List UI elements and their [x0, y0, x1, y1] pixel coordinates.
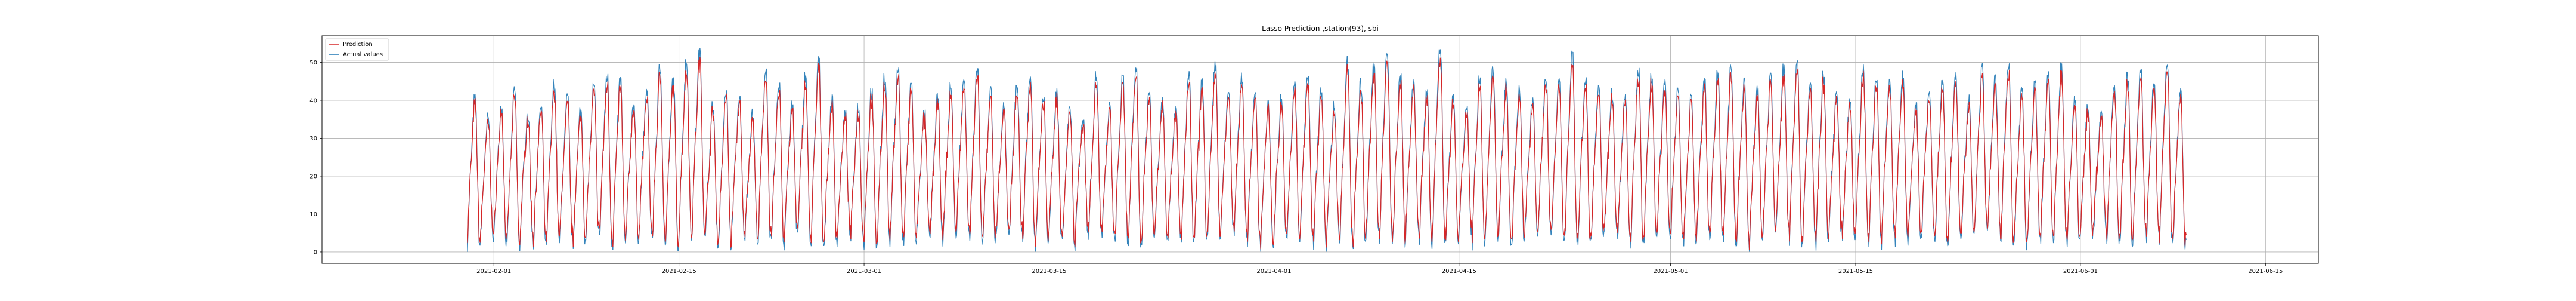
x-tick-label: 2021-03-15 [1032, 268, 1066, 275]
legend-label-actual-values: Actual values [343, 51, 383, 58]
x-tick-label: 2021-02-15 [662, 268, 696, 275]
x-tick-label: 2021-02-01 [476, 268, 511, 275]
x-tick-label: 2021-04-01 [1256, 268, 1291, 275]
y-tick-label: 10 [309, 211, 317, 218]
x-tick-label: 2021-05-01 [1654, 268, 1688, 275]
x-tick-label: 2021-03-01 [847, 268, 881, 275]
series-prediction [467, 57, 2187, 250]
chart-title: Lasso Prediction ,station(93), sbi [1262, 24, 1379, 33]
y-tick-label: 50 [309, 60, 317, 66]
y-tick-label: 40 [309, 97, 317, 104]
x-tick-label: 2021-05-15 [1838, 268, 1873, 275]
y-tick-label: 20 [309, 173, 317, 180]
y-tick-label: 30 [309, 136, 317, 142]
y-tick-label: 0 [314, 249, 317, 256]
x-axis: 2021-02-01 2021-02-15 2021-03-01 2021-03-15… [476, 263, 2283, 275]
plot-frame [321, 35, 2319, 264]
line-prediction [467, 57, 2187, 250]
x-tick-label: 2021-06-01 [2063, 268, 2098, 275]
legend: Prediction Actual values [325, 38, 389, 61]
x-tick-label: 2021-04-15 [1442, 268, 1476, 275]
legend-box [325, 38, 389, 61]
x-tick-label: 2021-06-15 [2248, 268, 2283, 275]
legend-label-prediction: Prediction [343, 41, 373, 48]
y-axis: 0 10 20 30 40 50 [309, 60, 322, 256]
